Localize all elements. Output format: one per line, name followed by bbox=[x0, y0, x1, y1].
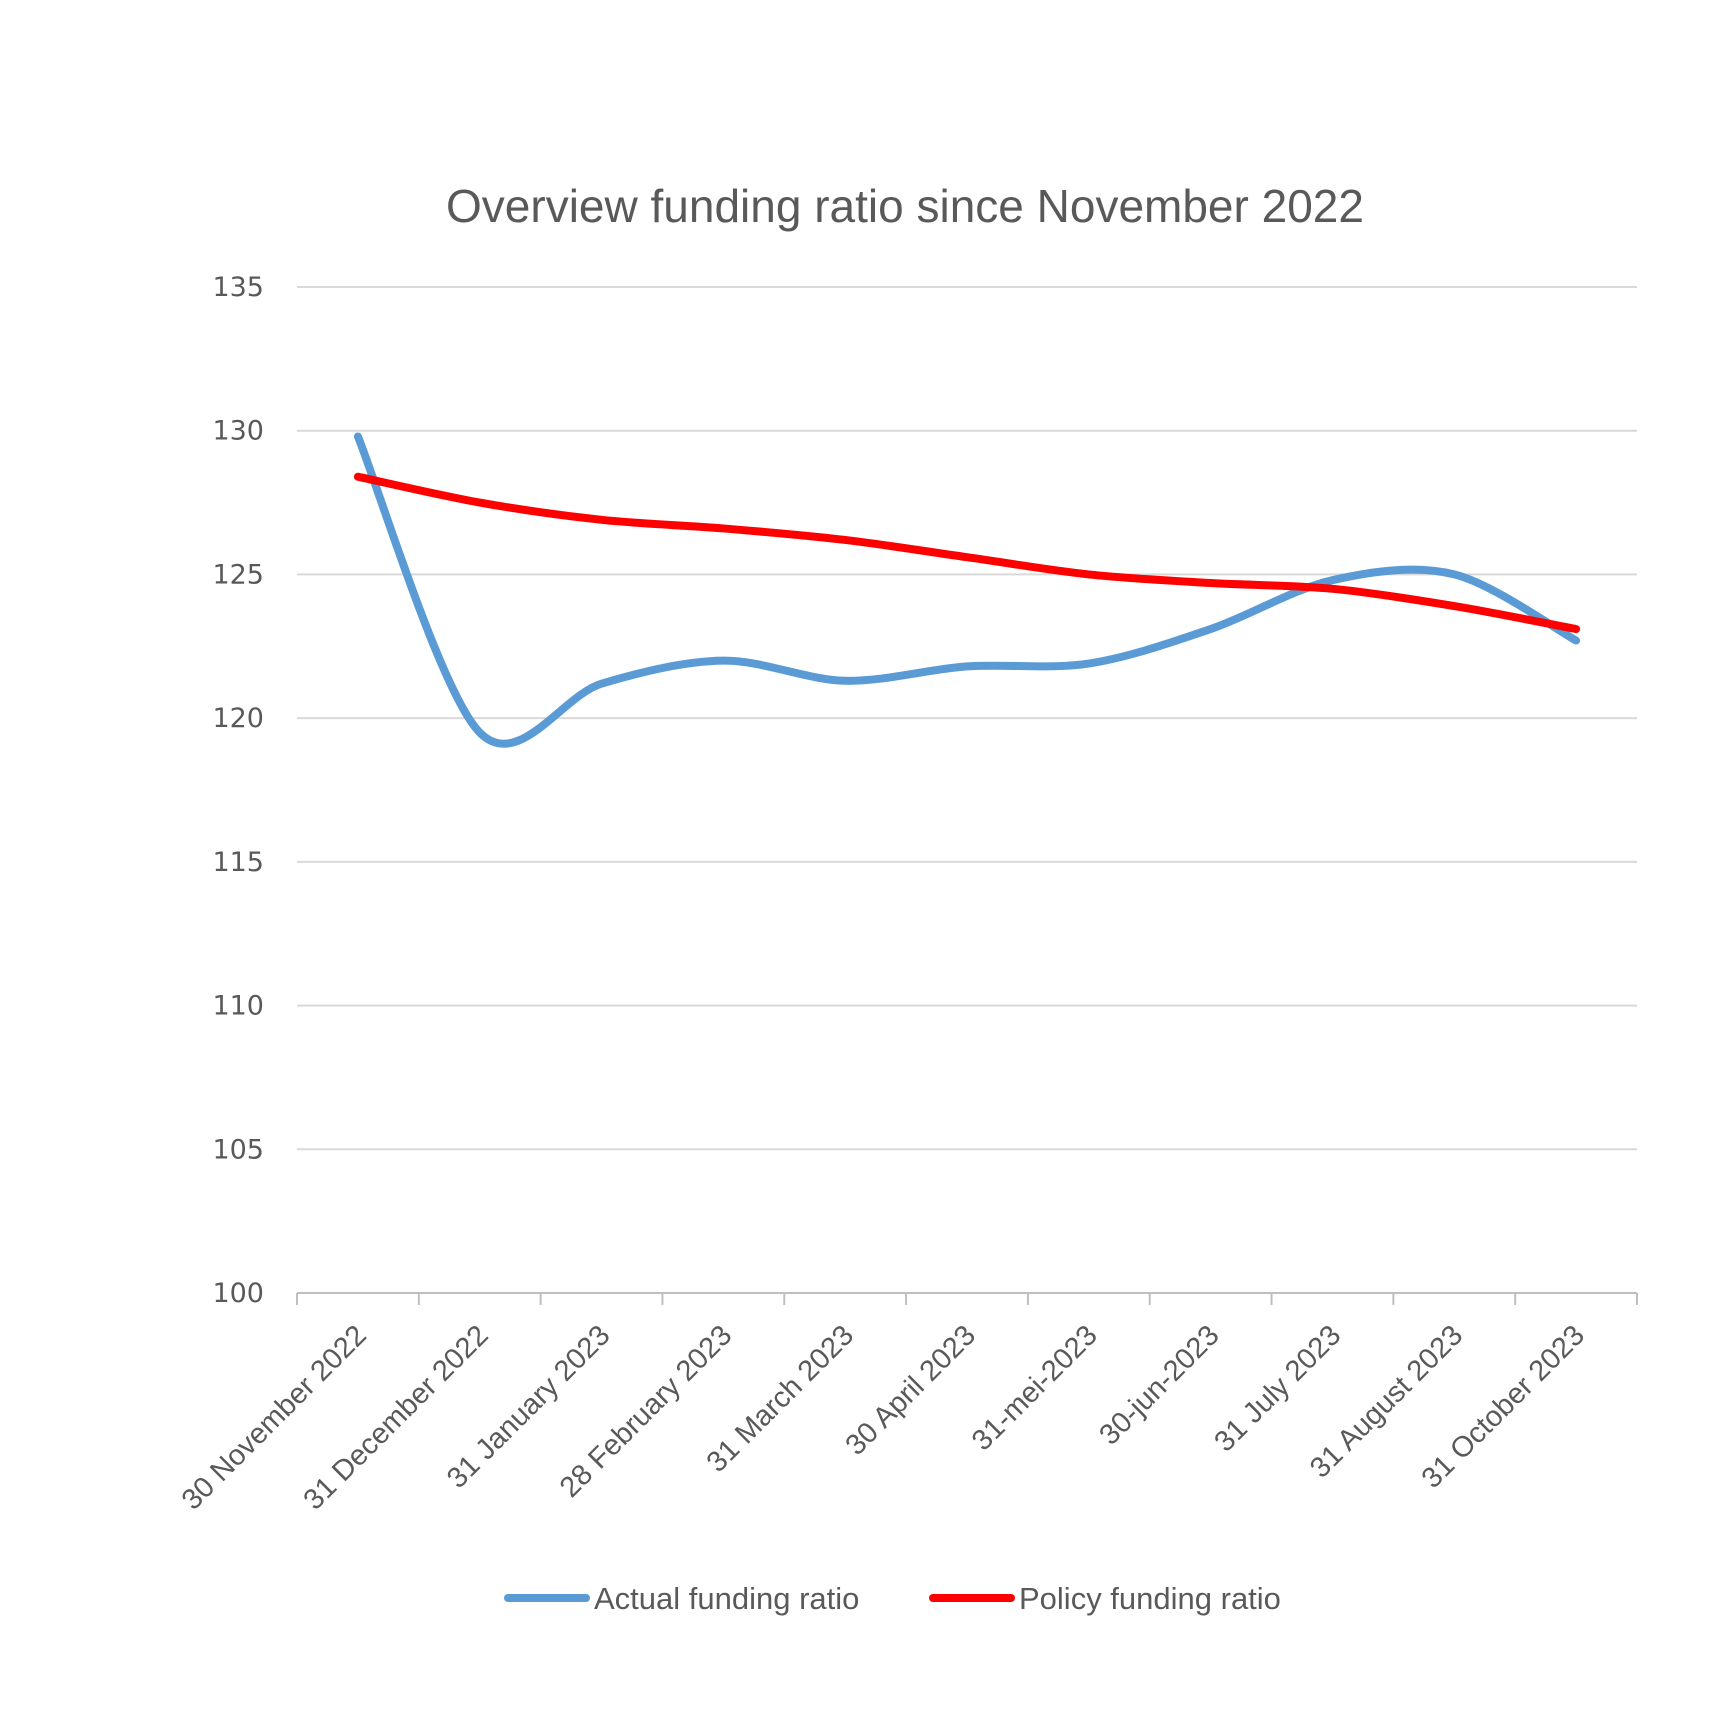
x-tick-label: 31-mei-2023 bbox=[966, 1319, 1104, 1457]
y-tick-label: 110 bbox=[212, 991, 264, 1022]
x-tick-label: 30-jun-2023 bbox=[1094, 1319, 1226, 1451]
actual-funding-ratio-line bbox=[353, 432, 1581, 748]
x-tick-label: 31 July 2023 bbox=[1208, 1319, 1347, 1458]
y-tick-label: 100 bbox=[212, 1278, 264, 1309]
x-tick-label: 30 April 2023 bbox=[840, 1319, 982, 1461]
y-tick-label: 105 bbox=[212, 1134, 264, 1165]
y-tick-label: 135 bbox=[212, 272, 264, 303]
legend-label: Actual funding ratio bbox=[594, 1581, 859, 1616]
y-tick-label: 130 bbox=[212, 416, 264, 447]
gridlines bbox=[297, 286, 1637, 1151]
legend: Actual funding ratio Policy funding ratio bbox=[504, 1581, 1281, 1616]
legend-label: Policy funding ratio bbox=[1019, 1581, 1281, 1616]
y-tick-label: 120 bbox=[212, 703, 264, 734]
y-tick-label: 125 bbox=[212, 559, 264, 590]
policy-funding-ratio-line bbox=[353, 472, 1581, 634]
chart-title: Overview funding ratio since November 20… bbox=[446, 180, 1364, 232]
y-axis-ticks: 100 105 110 115 120 125 130 135 bbox=[212, 272, 264, 1309]
y-tick-label: 115 bbox=[212, 847, 264, 878]
series-lines bbox=[353, 432, 1581, 748]
